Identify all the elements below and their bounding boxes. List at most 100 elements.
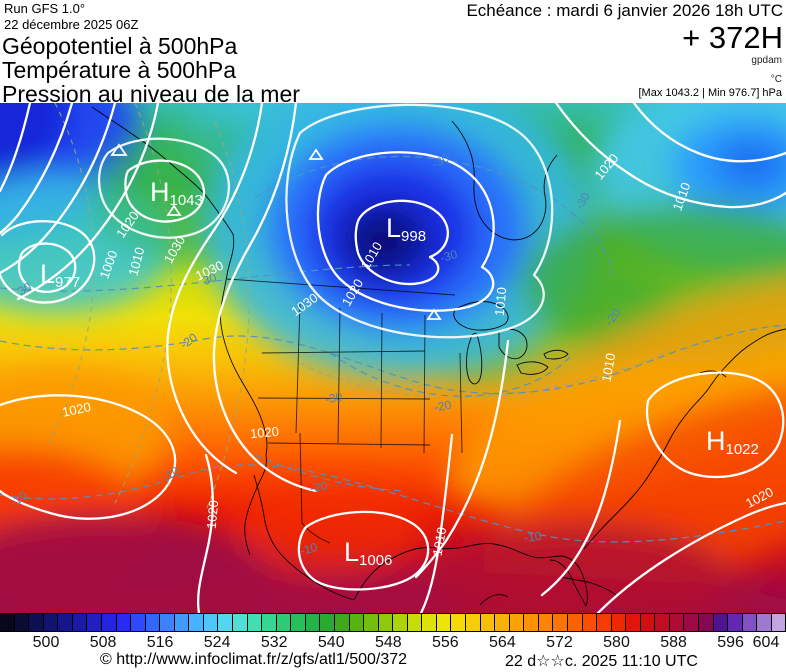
isobar-label: 1030 [288,290,321,319]
pressure-center-l977: L977 [40,261,81,291]
temperature-label: 30 [15,279,34,299]
isobar-label: 1020 [60,399,93,420]
isobar-label: 1010 [669,180,694,213]
pressure-center-h1022: H1022 [706,426,759,458]
colorbar-cell [246,613,263,632]
run-model-label: Run GFS 1.0° [4,1,86,16]
colorbar-cell [130,613,146,632]
run-date-label: 22 décembre 2025 06Z [4,17,139,32]
colorbar-cell [698,613,714,632]
isobar-label: 1010 [598,351,619,384]
temp-contour-lines [0,155,786,543]
colorbar-tick-label: 580 [603,634,630,651]
colorbar-cell [479,613,496,632]
pressure-center-l1006: L1006 [344,537,393,569]
temperature-label: -20 [308,478,329,496]
colorbar-cell [159,613,175,632]
minmax-pressure-label: [Max 1043.2 | Min 976.7] hPa [638,87,783,99]
colorbar-cell [13,613,30,632]
colorbar-cell [57,613,73,632]
colorbar-cell [610,613,627,632]
colorbar-cell [0,613,15,632]
colorbar-cell [770,613,786,632]
map-label-layer: H1043 L977 L998 H1022 L1006 1020 1000 1010 1030 1… [0,103,786,613]
colorbar-cell [100,613,117,632]
colorbar-cell [333,613,350,632]
temperature-label: -30 [438,246,459,266]
colorbar-cell [494,613,510,632]
colorbar-cell [552,613,568,632]
unit-gpdam-label: gpdam [751,55,782,66]
isobar-label: 1020 [591,150,622,183]
pressure-center-letter: H [706,426,726,456]
colorbar-cell [741,613,758,632]
generated-timestamp: 22 d☆☆c. 2025 11:10 UTC [505,653,698,670]
isobar-label: 1010 [125,245,148,278]
colorbar-cell [348,613,365,632]
pressure-center-value: 998 [401,228,427,245]
isobar-label: 1020 [203,499,222,530]
colorbar-tick-label: 588 [660,634,687,651]
isobar-label: 1020 [249,423,280,442]
forecast-hour-label: + 372H [682,20,783,55]
colorbar-cell [261,613,277,632]
colorbar-cell [275,613,292,632]
colorbar-cell [217,613,233,632]
pressure-center-value: 977 [55,274,81,291]
pressure-center-letter: L [344,537,360,567]
isobar-label: 1010 [491,286,510,317]
colorbar-cell [727,613,743,632]
colorbar-tick-label: 556 [431,634,459,651]
param-title-temperature: Température à 500hPa [2,57,236,83]
colorbar-cell [28,613,44,632]
colorbar-tick-label: 524 [203,634,231,651]
colorbar-cell [392,613,408,632]
colorbar-cell [712,613,729,632]
colorbar-cell [421,613,437,632]
colorbar-cell [363,613,379,632]
temperature-label: -30 [572,189,594,213]
colorbar-tick-labels: 500 508 516 524 532 540 548 556 564 572 580 588 596 6… [0,634,786,651]
colorbar-cell [625,613,641,632]
copyright-link[interactable]: © http://www.infoclimat.fr/z/gfs/atl1/50… [100,651,408,668]
pressure-center-value: 1022 [725,441,759,458]
colorbar-tick-label: 564 [489,634,516,651]
minor-contour-marks [110,143,442,320]
colorbar-cell [86,613,102,632]
isobar-label: 1030 [160,233,189,266]
footer: © http://www.infoclimat.fr/z/gfs/atl1/50… [0,649,786,672]
coastlines [91,106,786,608]
colorbar-cell [188,613,204,632]
pressure-center-letter: L [386,213,402,243]
temperature-label: -30 [429,150,452,172]
colorbar-tick-label: 516 [146,634,174,651]
isobar-label: 1010 [357,239,386,272]
colorbar-cell [581,613,598,632]
colorbar-cell [115,613,132,632]
colorbar-tick-label: 572 [546,634,573,651]
colorbar-tick-label: 596 [717,634,744,651]
isobar-label: 1020 [113,208,142,241]
colorbar-cell [756,613,772,632]
isobar-lines [0,103,786,613]
colorbar-cell [435,613,452,632]
temperature-label: -20 [432,397,453,415]
colorbar-cell [319,613,335,632]
colorbar-tick-label: 508 [89,634,117,651]
colorbar-cell [537,613,554,632]
colorbar-cell [523,613,539,632]
temperature-label: -10 [298,539,319,559]
temperature-label: -10 [159,463,182,485]
colorbar-cell [508,613,525,632]
colorbar-tick-label: 532 [260,634,288,651]
pressure-center-value: 1006 [359,552,393,569]
colorbar [0,613,786,632]
param-title-geopotential: Géopotentiel à 500hPa [2,33,238,59]
header: Run GFS 1.0° 22 décembre 2025 06Z Géopot… [0,0,786,107]
isobar-label: 1020 [743,484,776,511]
colorbar-cell [377,613,394,632]
temperature-label: -20 [177,330,200,352]
colorbar-cell [144,613,161,632]
pressure-center-value: 1043 [169,192,203,209]
